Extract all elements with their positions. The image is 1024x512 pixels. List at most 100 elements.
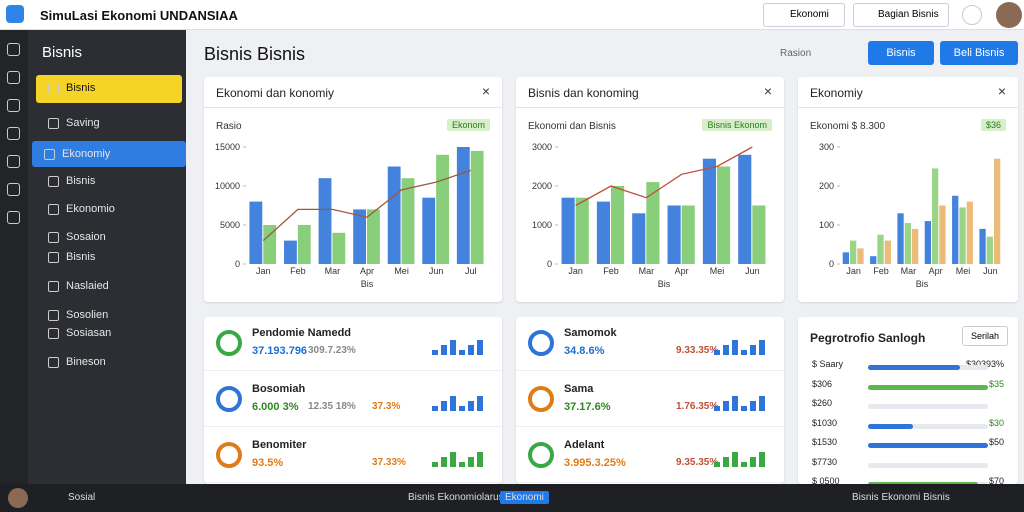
bar bbox=[249, 201, 263, 264]
x-tick-label: Feb bbox=[290, 266, 306, 276]
donut bbox=[528, 330, 554, 356]
stat-card: Pegrotrofio Sanlogh Serilah $ Saary $30393%… bbox=[798, 317, 1018, 484]
y-tick-label: 200 bbox=[819, 181, 834, 191]
row-value: 6.000 3% bbox=[252, 401, 299, 413]
top-bar: SimuLasi Ekonomi UNDANSIAA Ekonomi Bagia… bbox=[0, 0, 1024, 30]
spark-bar bbox=[432, 406, 438, 411]
row-name: Benomiter bbox=[252, 439, 307, 451]
sidebar-item: Saving bbox=[36, 110, 182, 136]
spark-bar bbox=[750, 401, 756, 411]
row-value: 3.995.3.25% bbox=[564, 457, 626, 469]
sidebar-item: Bisnis bbox=[36, 75, 182, 103]
close-button[interactable]: × bbox=[763, 83, 772, 99]
chart-title: Ekonomi dan konomiy bbox=[216, 86, 335, 100]
x-tick-label: Mei bbox=[710, 266, 725, 276]
spark-bar bbox=[477, 396, 483, 411]
sidebar-item: Bisnis bbox=[36, 168, 182, 194]
row-value: 37.33% bbox=[372, 457, 406, 468]
bar bbox=[575, 197, 589, 264]
button[interactable]: Beli Bisnis bbox=[940, 41, 1018, 65]
page-heading: Bisnis Bisnis bbox=[204, 44, 306, 64]
spark-bar bbox=[714, 462, 720, 467]
spark-bar bbox=[741, 406, 747, 411]
tab[interactable]: Bagian Bisnis bbox=[853, 3, 949, 27]
spark-bar bbox=[732, 340, 738, 355]
y-tick-label: 15000 bbox=[215, 142, 240, 152]
icon-strip bbox=[0, 30, 28, 484]
bar bbox=[717, 166, 731, 264]
row-value: 9.35.35% bbox=[676, 457, 719, 468]
row-value: $35 bbox=[988, 378, 1004, 389]
x-tick-label: Apr bbox=[675, 266, 689, 276]
bar bbox=[870, 256, 877, 264]
row-value: 9.33.35% bbox=[676, 345, 719, 356]
spark-bar bbox=[441, 457, 447, 467]
spark-bar bbox=[468, 457, 474, 467]
spark-bar bbox=[468, 345, 474, 355]
x-tick-label: Jan bbox=[846, 266, 861, 276]
row-value: $30393% bbox=[965, 359, 1004, 369]
bar bbox=[667, 205, 681, 264]
donut bbox=[528, 386, 554, 412]
row-name: Sama bbox=[564, 383, 594, 395]
tab[interactable]: Ekonomi bbox=[763, 3, 845, 27]
bar bbox=[939, 205, 946, 264]
x-tick-label: Mar bbox=[325, 266, 341, 276]
bar bbox=[436, 154, 449, 264]
donut bbox=[216, 442, 242, 468]
notification[interactable] bbox=[962, 5, 982, 25]
spark-bar bbox=[441, 401, 447, 411]
bar bbox=[850, 240, 857, 264]
spark-bar bbox=[477, 340, 483, 355]
sidebar-item: Sosaion bbox=[36, 224, 182, 250]
avatar bbox=[8, 488, 28, 508]
x-tick-label: Jul bbox=[465, 266, 477, 276]
chart-title: Bisnis dan konoming bbox=[528, 86, 639, 100]
donut bbox=[216, 386, 242, 412]
bar bbox=[932, 168, 939, 264]
bar bbox=[904, 223, 911, 264]
spark-bar bbox=[477, 452, 483, 467]
spark-bar bbox=[732, 452, 738, 467]
x-tick-label: Jun bbox=[745, 266, 760, 276]
row-label: $1530 bbox=[812, 437, 838, 447]
stat-row: Sama 37.17.6% 1.76.35% bbox=[516, 373, 784, 427]
link[interactable]: Rasion bbox=[780, 48, 812, 59]
row-label: $ 0500 bbox=[812, 476, 840, 484]
footer-badge: Ekonomi bbox=[500, 491, 549, 504]
y-tick-label: 100 bbox=[819, 220, 834, 230]
x-tick-label: Feb bbox=[873, 266, 889, 276]
spark-bar bbox=[450, 340, 456, 355]
spark-bar bbox=[732, 396, 738, 411]
bar bbox=[561, 197, 575, 264]
x-tick-label: Jun bbox=[983, 266, 998, 276]
chart-card: Ekonomiy × Ekonomi $ 8.300 $36 0 100 200 300 Jan… bbox=[798, 77, 1018, 302]
footer-right: Bisnis Ekonomi Bisnis bbox=[852, 492, 950, 503]
row-value: 1.76.35% bbox=[676, 401, 719, 412]
chart-subtitle: Rasio bbox=[216, 121, 242, 132]
button[interactable]: Bisnis bbox=[868, 41, 934, 65]
bar bbox=[924, 221, 932, 264]
chart-card: Ekonomi dan konomiy × Rasio Ekonom 0 5000 1000… bbox=[204, 77, 502, 302]
row-name: Samomok bbox=[564, 327, 617, 339]
bar bbox=[353, 209, 366, 264]
app-title: SimuLasi Ekonomi UNDANSIAA bbox=[40, 8, 238, 23]
bar bbox=[646, 182, 660, 264]
close-button[interactable]: × bbox=[997, 83, 1006, 99]
spark-bar bbox=[441, 345, 447, 355]
bar bbox=[632, 213, 646, 264]
bar bbox=[263, 225, 277, 264]
close-button[interactable]: × bbox=[481, 83, 490, 99]
chart-badge: $36 bbox=[980, 119, 1006, 131]
row-value: 309.7.23% bbox=[308, 345, 356, 356]
avatar[interactable] bbox=[996, 2, 1022, 28]
sidebar-item: Bineson bbox=[36, 349, 182, 375]
spark-bar bbox=[759, 452, 765, 467]
x-axis-label: Bis bbox=[658, 279, 671, 289]
card-button[interactable]: Serilah bbox=[961, 326, 1008, 346]
sidebar-item: Sosiasan bbox=[36, 320, 182, 346]
spark-bar bbox=[723, 401, 729, 411]
row-value: $70 bbox=[988, 476, 1004, 484]
bar bbox=[297, 225, 311, 264]
